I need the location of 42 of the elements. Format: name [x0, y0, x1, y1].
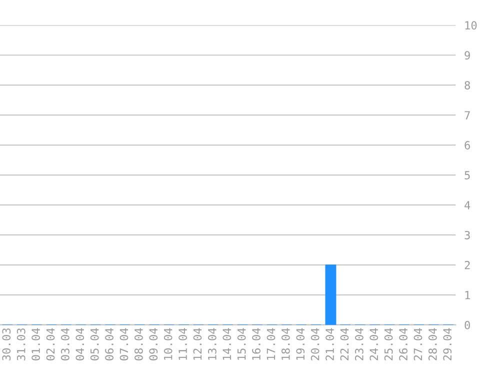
x-tick-label: 26.04: [399, 328, 408, 360]
x-tick-label: 28.04: [428, 328, 437, 360]
x-tick-label: 12.04: [193, 328, 202, 360]
y-tick-label: 1: [465, 291, 470, 300]
y-tick-label: 6: [464, 141, 470, 150]
x-tick-label: 10.04: [164, 328, 172, 360]
x-tick-label: 25.04: [384, 328, 393, 360]
x-tick-label: 18.04: [281, 328, 290, 360]
y-tick-label: 3: [464, 230, 470, 240]
x-tick-label: 04.04: [76, 328, 84, 360]
y-tick-label: 8: [464, 81, 470, 90]
x-tick-label: 07.04: [120, 328, 128, 360]
x-tick-label: 19.04: [296, 328, 305, 360]
x-tick-label: 01.04: [32, 328, 40, 360]
x-tick-label: 24.04: [370, 328, 378, 360]
y-tick-label: 7: [464, 111, 470, 120]
x-tick-label: 06.04: [105, 328, 114, 360]
x-tick-label: 09.04: [149, 328, 158, 360]
x-tick-label: 27.04: [414, 328, 422, 360]
y-tick-label: 0: [464, 320, 470, 330]
y-tick-label: 2: [464, 260, 470, 270]
x-tick-label: 02.04: [46, 328, 55, 360]
x-tick-label: 23.04: [354, 328, 364, 360]
x-tick-label: 13.04: [208, 328, 216, 360]
x-tick-label: 21.04: [326, 328, 334, 360]
x-tick-label: 29.04: [443, 328, 452, 360]
x-tick-label: 15.04: [237, 328, 246, 360]
x-tick-label: 16.04: [252, 328, 260, 360]
y-tick-label: 5: [464, 171, 470, 180]
x-tick-label: 08.04: [134, 328, 143, 360]
x-tick-label: 14.04: [222, 328, 232, 360]
x-tick-label: 22.04: [340, 328, 349, 360]
x-tick-label: 30.03: [2, 328, 11, 360]
y-tick-label: 4: [464, 201, 470, 210]
y-tick-label: 10: [465, 21, 477, 30]
x-tick-label: 20.04: [310, 328, 320, 360]
x-tick-label: 17.04: [266, 328, 276, 360]
x-tick-label: 03.04: [60, 328, 70, 360]
x-tick-label: 31.03: [16, 328, 26, 360]
x-tick-label: 11.04: [178, 328, 187, 360]
x-tick-label: 05.04: [90, 328, 99, 360]
y-tick-label: 9: [464, 51, 470, 60]
